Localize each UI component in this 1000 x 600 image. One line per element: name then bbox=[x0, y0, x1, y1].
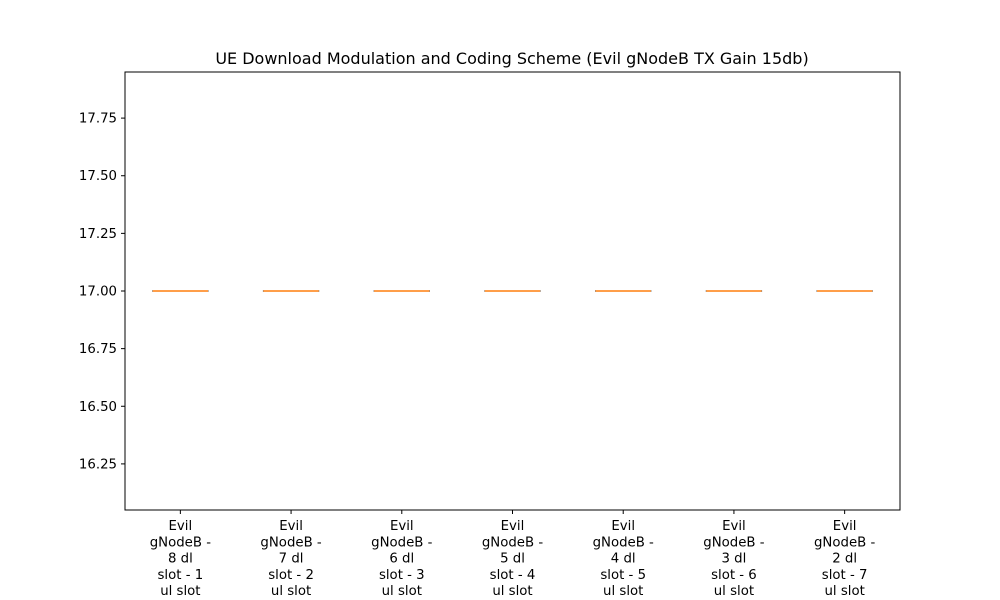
x-tick-label: 5 dl bbox=[500, 552, 525, 567]
x-tick-label: 4 dl bbox=[611, 552, 636, 567]
x-tick-label: 2 dl bbox=[832, 552, 857, 567]
x-tick-label: Evil bbox=[501, 519, 525, 534]
y-tick-label: 17.25 bbox=[79, 227, 117, 242]
x-tick-label: slot - 4 bbox=[490, 568, 536, 583]
x-tick-label: ul slot bbox=[271, 584, 311, 599]
x-tick-label: Evil bbox=[722, 519, 746, 534]
x-tick-label: gNodeB - bbox=[371, 535, 432, 550]
x-tick-label: slot - 6 bbox=[711, 568, 757, 583]
x-tick-label: Evil bbox=[833, 519, 857, 534]
x-tick-label: 8 dl bbox=[168, 552, 193, 567]
y-tick-label: 16.75 bbox=[79, 342, 117, 357]
x-tick-label: 6 dl bbox=[389, 552, 414, 567]
y-tick-label: 16.25 bbox=[79, 457, 117, 472]
axes-frame bbox=[124, 71, 901, 511]
y-tick-label: 17.00 bbox=[79, 285, 117, 300]
x-tick-label: 3 dl bbox=[722, 552, 747, 567]
x-tick-label: ul slot bbox=[824, 584, 864, 599]
x-tick-label: Evil bbox=[169, 519, 193, 534]
x-tick-label: Evil bbox=[390, 519, 414, 534]
x-tick-label: ul slot bbox=[382, 584, 422, 599]
x-tick-label: 7 dl bbox=[279, 552, 304, 567]
x-tick-label: ul slot bbox=[603, 584, 643, 599]
x-tick-label: gNodeB - bbox=[593, 535, 654, 550]
x-tick-label: slot - 7 bbox=[822, 568, 868, 583]
x-tick-label: slot - 3 bbox=[379, 568, 425, 583]
x-tick-label: ul slot bbox=[160, 584, 200, 599]
x-tick-label: gNodeB - bbox=[482, 535, 543, 550]
x-tick-label: gNodeB - bbox=[814, 535, 875, 550]
x-tick-label: slot - 5 bbox=[600, 568, 646, 583]
x-tick-label: slot - 1 bbox=[158, 568, 204, 583]
x-tick-label: ul slot bbox=[492, 584, 532, 599]
chart-title: UE Download Modulation and Coding Scheme… bbox=[215, 49, 808, 68]
plot-area: 16.2516.5016.7517.0017.2517.5017.75Evilg… bbox=[79, 112, 876, 600]
x-tick-label: Evil bbox=[279, 519, 303, 534]
x-tick-label: Evil bbox=[611, 519, 635, 534]
y-tick-label: 17.75 bbox=[79, 112, 117, 127]
y-tick-label: 17.50 bbox=[79, 169, 117, 184]
y-tick-label: 16.50 bbox=[79, 400, 117, 415]
x-tick-label: ul slot bbox=[714, 584, 754, 599]
x-tick-label: gNodeB - bbox=[260, 535, 321, 550]
x-tick-label: slot - 2 bbox=[268, 568, 314, 583]
x-tick-label: gNodeB - bbox=[703, 535, 764, 550]
x-tick-label: gNodeB - bbox=[150, 535, 211, 550]
